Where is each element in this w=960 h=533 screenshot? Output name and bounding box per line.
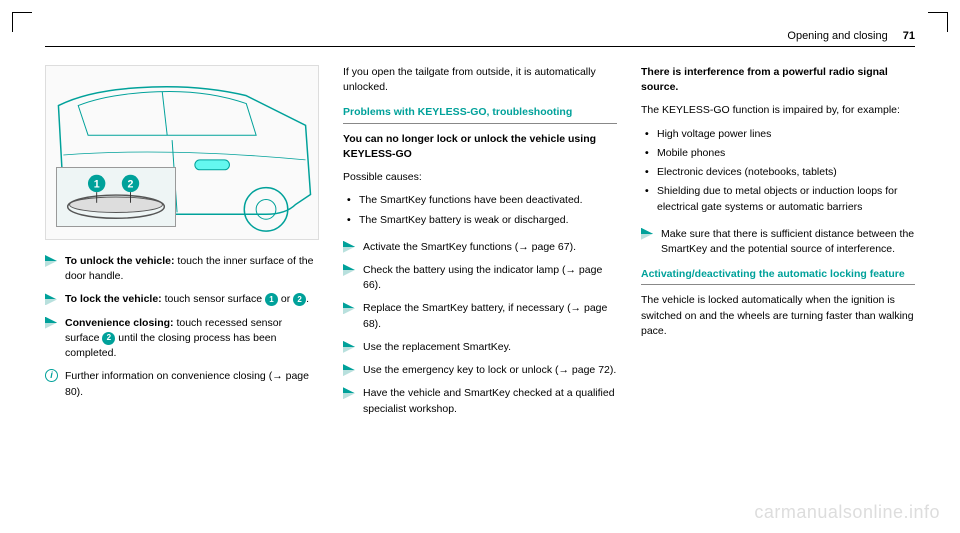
solution-text: Use the replacement SmartKey. [363,340,617,355]
corner-decoration-tr [928,12,948,32]
watermark-text: carmanualsonline.info [754,502,940,523]
column-1: 1 2 To unlock the vehicle: touch the inn… [45,65,319,425]
vehicle-illustration: 1 2 [45,65,319,240]
section-heading-problems: Problems with KEYLESS-GO, troubleshootin… [343,105,617,123]
svg-text:1: 1 [94,178,100,190]
solution-text: Make sure that there is sufficient dista… [661,227,915,257]
interference-text: Shielding due to metal objects or induct… [657,184,915,214]
svg-text:2: 2 [128,178,134,190]
solution-item: Have the vehicle and SmartKey checked at… [343,386,617,416]
instruction-text: To lock the vehicle: touch sensor surfac… [65,292,319,307]
solution-item: Use the emergency key to lock or unlock … [343,363,617,378]
interference-intro: The KEYLESS-GO function is impaired by, … [641,103,915,118]
instruction-text: To unlock the vehicle: touch the inner s… [65,254,319,284]
arrow-icon [343,241,355,253]
bullet-icon: • [645,184,657,214]
instruction-lock: To lock the vehicle: touch sensor surfac… [45,292,319,307]
autolock-paragraph: The vehicle is locked automatically when… [641,293,915,339]
interference-item: • High voltage power lines [641,127,915,142]
arrow-icon [343,341,355,353]
solution-text: Have the vehicle and SmartKey checked at… [363,386,617,416]
column-2: If you open the tailgate from outside, i… [343,65,617,425]
solution-text: Check the battery using the indicator la… [363,263,617,293]
instruction-text: Convenience closing: touch recessed sens… [65,316,319,362]
corner-decoration-tl [12,12,32,32]
interference-text: High voltage power lines [657,127,771,142]
bullet-icon: • [645,165,657,180]
instruction-unlock: To unlock the vehicle: touch the inner s… [45,254,319,284]
problem-title: You can no longer lock or unlock the veh… [343,132,617,162]
section-heading-autolock: Activating/deactivating the automatic lo… [641,267,915,285]
instruction-convenience-closing: Convenience closing: touch recessed sens… [45,316,319,362]
arrow-icon [45,317,57,329]
arrow-icon [343,302,355,314]
solution-item: Make sure that there is sufficient dista… [641,227,915,257]
interference-item: • Shielding due to metal objects or indu… [641,184,915,214]
door-handle-detail: 1 2 [56,167,176,227]
arrow-icon [343,364,355,376]
solution-item: Replace the SmartKey battery, if necessa… [343,301,617,331]
interference-item: • Electronic devices (notebooks, tablets… [641,165,915,180]
problem-title-interference: There is interference from a powerful ra… [641,65,915,95]
header-page-number: 71 [903,30,915,42]
info-note: i Further information on convenience clo… [45,369,319,399]
info-text: Further information on convenience closi… [65,369,319,399]
solution-item: Use the replacement SmartKey. [343,340,617,355]
solution-item: Activate the SmartKey functions (→ page … [343,240,617,255]
arrow-icon [45,255,57,267]
interference-text: Electronic devices (notebooks, tablets) [657,165,837,180]
callout-2-icon: 2 [102,332,115,345]
possible-causes-label: Possible causes: [343,170,617,185]
interference-item: • Mobile phones [641,146,915,161]
solution-text: Activate the SmartKey functions (→ page … [363,240,617,255]
bullet-icon: • [645,127,657,142]
arrow-icon [45,293,57,305]
cause-item: • The SmartKey battery is weak or discha… [343,213,617,228]
arrow-icon [343,264,355,276]
intro-paragraph: If you open the tailgate from outside, i… [343,65,617,95]
arrow-icon [343,387,355,399]
info-icon: i [45,369,58,382]
cause-text: The SmartKey functions have been deactiv… [359,193,583,208]
solution-item: Check the battery using the indicator la… [343,263,617,293]
callout-1-icon: 1 [265,293,278,306]
arrow-icon [641,228,653,240]
bullet-icon: • [347,213,359,228]
cause-text: The SmartKey battery is weak or discharg… [359,213,569,228]
interference-text: Mobile phones [657,146,725,161]
solution-text: Use the emergency key to lock or unlock … [363,363,617,378]
cause-item: • The SmartKey functions have been deact… [343,193,617,208]
solution-text: Replace the SmartKey battery, if necessa… [363,301,617,331]
callout-2-icon: 2 [293,293,306,306]
header-section-title: Opening and closing [787,30,887,42]
bullet-icon: • [645,146,657,161]
bullet-icon: • [347,193,359,208]
column-3: There is interference from a powerful ra… [641,65,915,425]
page-header: Opening and closing 71 [45,30,915,47]
